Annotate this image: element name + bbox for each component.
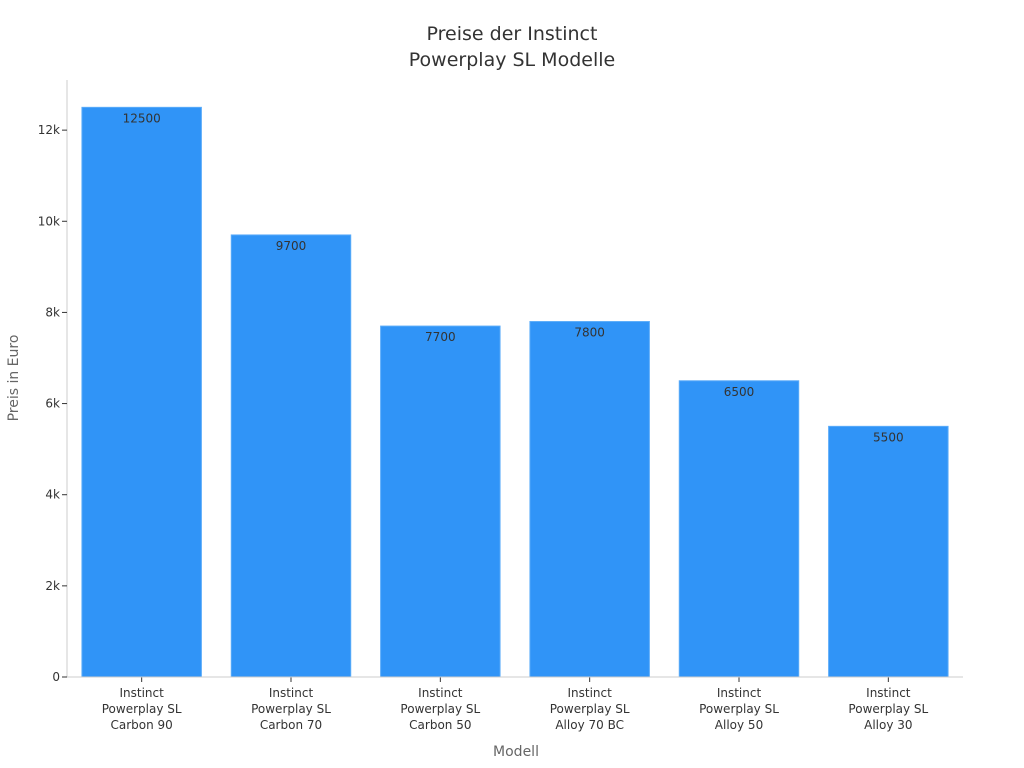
bar	[230, 234, 352, 678]
data-label: 9700	[276, 239, 307, 253]
bar	[828, 425, 949, 678]
x-tick-label: Instinct Powerplay SL Alloy 30	[848, 686, 928, 732]
y-axis-label: Preis in Euro	[6, 335, 22, 422]
bar	[529, 321, 650, 678]
x-axis-label: Modell	[493, 744, 539, 760]
x-tick-label: Instinct Powerplay SL Carbon 90	[102, 686, 182, 732]
y-tick-label: 10k	[38, 214, 60, 228]
bar	[380, 325, 501, 678]
data-label: 7800	[574, 326, 605, 340]
x-tick-label: Instinct Powerplay SL Alloy 50	[699, 686, 779, 732]
bar	[678, 380, 800, 678]
chart-title-line-2: Powerplay SL Modelle	[409, 49, 615, 71]
y-tick-label: 4k	[45, 488, 60, 502]
x-tick-label: Instinct Powerplay SL Carbon 50	[400, 686, 480, 732]
y-tick-label: 8k	[45, 305, 60, 319]
data-label: 5500	[873, 430, 904, 444]
bar	[81, 106, 202, 678]
data-label: 6500	[724, 385, 755, 399]
x-tick-label: Instinct Powerplay SL Alloy 70 BC	[550, 686, 630, 732]
data-label: 7700	[425, 330, 456, 344]
y-tick-label: 2k	[45, 579, 60, 593]
y-tick-label: 6k	[45, 397, 60, 411]
x-tick-label: Instinct Powerplay SL Carbon 70	[251, 686, 331, 732]
data-label: 12500	[123, 111, 161, 125]
y-tick-label: 0	[52, 670, 60, 684]
chart-title-line-1: Preise der Instinct	[427, 23, 598, 45]
y-tick-label: 12k	[38, 123, 60, 137]
